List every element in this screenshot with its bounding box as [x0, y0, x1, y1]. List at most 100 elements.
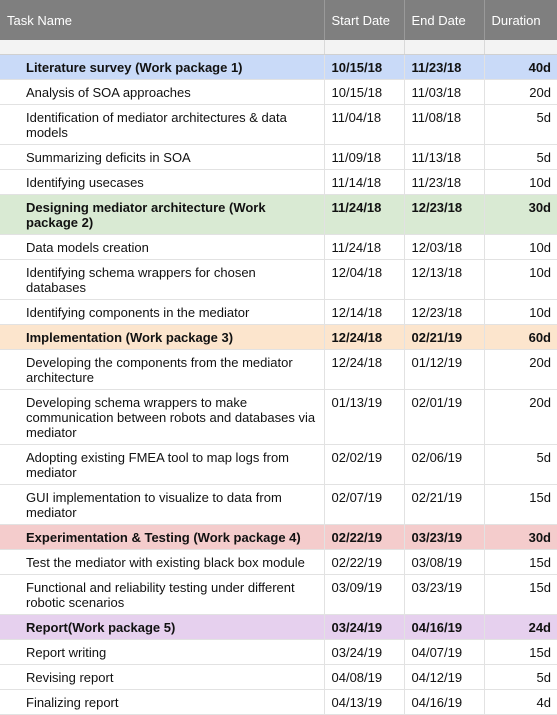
- task-name-cell[interactable]: Adopting existing FMEA tool to map logs …: [0, 445, 324, 485]
- duration-cell[interactable]: 24d: [484, 615, 557, 640]
- start-date-cell[interactable]: 11/24/18: [324, 235, 404, 260]
- end-date-cell[interactable]: 02/06/19: [404, 445, 484, 485]
- end-date-cell[interactable]: 12/23/18: [404, 195, 484, 235]
- start-date-cell[interactable]: 01/13/19: [324, 390, 404, 445]
- task-name-cell[interactable]: Identifying schema wrappers for chosen d…: [0, 260, 324, 300]
- start-date-cell[interactable]: 11/14/18: [324, 170, 404, 195]
- task-row: Adopting existing FMEA tool to map logs …: [0, 445, 557, 485]
- duration-cell[interactable]: 5d: [484, 145, 557, 170]
- task-name-cell[interactable]: Revising report: [0, 665, 324, 690]
- task-name-cell[interactable]: Analysis of SOA approaches: [0, 80, 324, 105]
- start-date-cell[interactable]: 12/14/18: [324, 300, 404, 325]
- end-date-cell[interactable]: 12/23/18: [404, 300, 484, 325]
- end-date-cell[interactable]: 03/23/19: [404, 575, 484, 615]
- start-date-cell[interactable]: 03/09/19: [324, 575, 404, 615]
- start-date-cell[interactable]: 02/22/19: [324, 550, 404, 575]
- end-date-cell[interactable]: 12/03/18: [404, 235, 484, 260]
- end-date-cell[interactable]: 11/13/18: [404, 145, 484, 170]
- duration-cell[interactable]: 20d: [484, 350, 557, 390]
- duration-cell[interactable]: 60d: [484, 325, 557, 350]
- duration-cell[interactable]: 40d: [484, 55, 557, 80]
- start-date-cell[interactable]: 12/24/18: [324, 325, 404, 350]
- task-name-cell[interactable]: Report writing: [0, 640, 324, 665]
- task-name-cell[interactable]: Designing mediator architecture (Work pa…: [0, 195, 324, 235]
- start-date-cell[interactable]: 02/02/19: [324, 445, 404, 485]
- duration-cell[interactable]: 5d: [484, 665, 557, 690]
- end-date-cell[interactable]: 11/23/18: [404, 170, 484, 195]
- task-row: Developing the components from the media…: [0, 350, 557, 390]
- task-name-cell[interactable]: Experimentation & Testing (Work package …: [0, 525, 324, 550]
- start-date-cell[interactable]: 12/04/18: [324, 260, 404, 300]
- duration-cell[interactable]: 4d: [484, 690, 557, 715]
- start-date-cell[interactable]: 11/09/18: [324, 145, 404, 170]
- empty-cell[interactable]: [484, 40, 557, 55]
- start-date-cell[interactable]: 03/24/19: [324, 615, 404, 640]
- start-date-cell[interactable]: 12/24/18: [324, 350, 404, 390]
- table-body: Literature survey (Work package 1) 10/15/…: [0, 40, 557, 715]
- end-date-cell[interactable]: 12/13/18: [404, 260, 484, 300]
- end-date-cell[interactable]: 04/07/19: [404, 640, 484, 665]
- header-end-date[interactable]: End Date: [404, 0, 484, 40]
- task-name-cell[interactable]: Functional and reliability testing under…: [0, 575, 324, 615]
- task-name-cell[interactable]: Summarizing deficits in SOA: [0, 145, 324, 170]
- work-package-row: Literature survey (Work package 1) 10/15/…: [0, 55, 557, 80]
- duration-cell[interactable]: 10d: [484, 235, 557, 260]
- duration-cell[interactable]: 10d: [484, 260, 557, 300]
- start-date-cell[interactable]: 10/15/18: [324, 55, 404, 80]
- header-task-name[interactable]: Task Name: [0, 0, 324, 40]
- duration-cell[interactable]: 15d: [484, 640, 557, 665]
- duration-cell[interactable]: 10d: [484, 170, 557, 195]
- end-date-cell[interactable]: 03/23/19: [404, 525, 484, 550]
- task-name-cell[interactable]: Developing the components from the media…: [0, 350, 324, 390]
- task-name-cell[interactable]: Report(Work package 5): [0, 615, 324, 640]
- end-date-cell[interactable]: 04/16/19: [404, 690, 484, 715]
- start-date-cell[interactable]: 04/13/19: [324, 690, 404, 715]
- duration-cell[interactable]: 5d: [484, 445, 557, 485]
- start-date-cell[interactable]: 04/08/19: [324, 665, 404, 690]
- duration-cell[interactable]: 5d: [484, 105, 557, 145]
- end-date-cell[interactable]: 02/21/19: [404, 325, 484, 350]
- task-name-cell[interactable]: Identifying components in the mediator: [0, 300, 324, 325]
- end-date-cell[interactable]: 11/03/18: [404, 80, 484, 105]
- task-row: Developing schema wrappers to make commu…: [0, 390, 557, 445]
- empty-cell[interactable]: [404, 40, 484, 55]
- start-date-cell[interactable]: 10/15/18: [324, 80, 404, 105]
- start-date-cell[interactable]: 02/22/19: [324, 525, 404, 550]
- header-start-date[interactable]: Start Date: [324, 0, 404, 40]
- empty-cell[interactable]: [0, 40, 324, 55]
- end-date-cell[interactable]: 02/01/19: [404, 390, 484, 445]
- duration-cell[interactable]: 20d: [484, 80, 557, 105]
- work-package-row: Designing mediator architecture (Work pa…: [0, 195, 557, 235]
- end-date-cell[interactable]: 01/12/19: [404, 350, 484, 390]
- end-date-cell[interactable]: 11/08/18: [404, 105, 484, 145]
- task-name-cell[interactable]: GUI implementation to visualize to data …: [0, 485, 324, 525]
- start-date-cell[interactable]: 11/24/18: [324, 195, 404, 235]
- task-name-cell[interactable]: Test the mediator with existing black bo…: [0, 550, 324, 575]
- end-date-cell[interactable]: 04/12/19: [404, 665, 484, 690]
- duration-cell[interactable]: 15d: [484, 550, 557, 575]
- duration-cell[interactable]: 20d: [484, 390, 557, 445]
- end-date-cell[interactable]: 04/16/19: [404, 615, 484, 640]
- task-name-cell[interactable]: Literature survey (Work package 1): [0, 55, 324, 80]
- start-date-cell[interactable]: 02/07/19: [324, 485, 404, 525]
- task-name-cell[interactable]: Data models creation: [0, 235, 324, 260]
- task-name-cell[interactable]: Implementation (Work package 3): [0, 325, 324, 350]
- empty-cell[interactable]: [324, 40, 404, 55]
- duration-cell[interactable]: 15d: [484, 575, 557, 615]
- start-date-cell[interactable]: 11/04/18: [324, 105, 404, 145]
- duration-cell[interactable]: 30d: [484, 525, 557, 550]
- duration-cell[interactable]: 30d: [484, 195, 557, 235]
- task-name-cell[interactable]: Identifying usecases: [0, 170, 324, 195]
- end-date-cell[interactable]: 03/08/19: [404, 550, 484, 575]
- task-row: Revising report 04/08/19 04/12/19 5d: [0, 665, 557, 690]
- task-name-cell[interactable]: Developing schema wrappers to make commu…: [0, 390, 324, 445]
- start-date-cell[interactable]: 03/24/19: [324, 640, 404, 665]
- end-date-cell[interactable]: 02/21/19: [404, 485, 484, 525]
- task-name-cell[interactable]: Finalizing report: [0, 690, 324, 715]
- duration-cell[interactable]: 10d: [484, 300, 557, 325]
- duration-cell[interactable]: 15d: [484, 485, 557, 525]
- end-date-cell[interactable]: 11/23/18: [404, 55, 484, 80]
- task-name-cell[interactable]: Identification of mediator architectures…: [0, 105, 324, 145]
- header-duration[interactable]: Duration: [484, 0, 557, 40]
